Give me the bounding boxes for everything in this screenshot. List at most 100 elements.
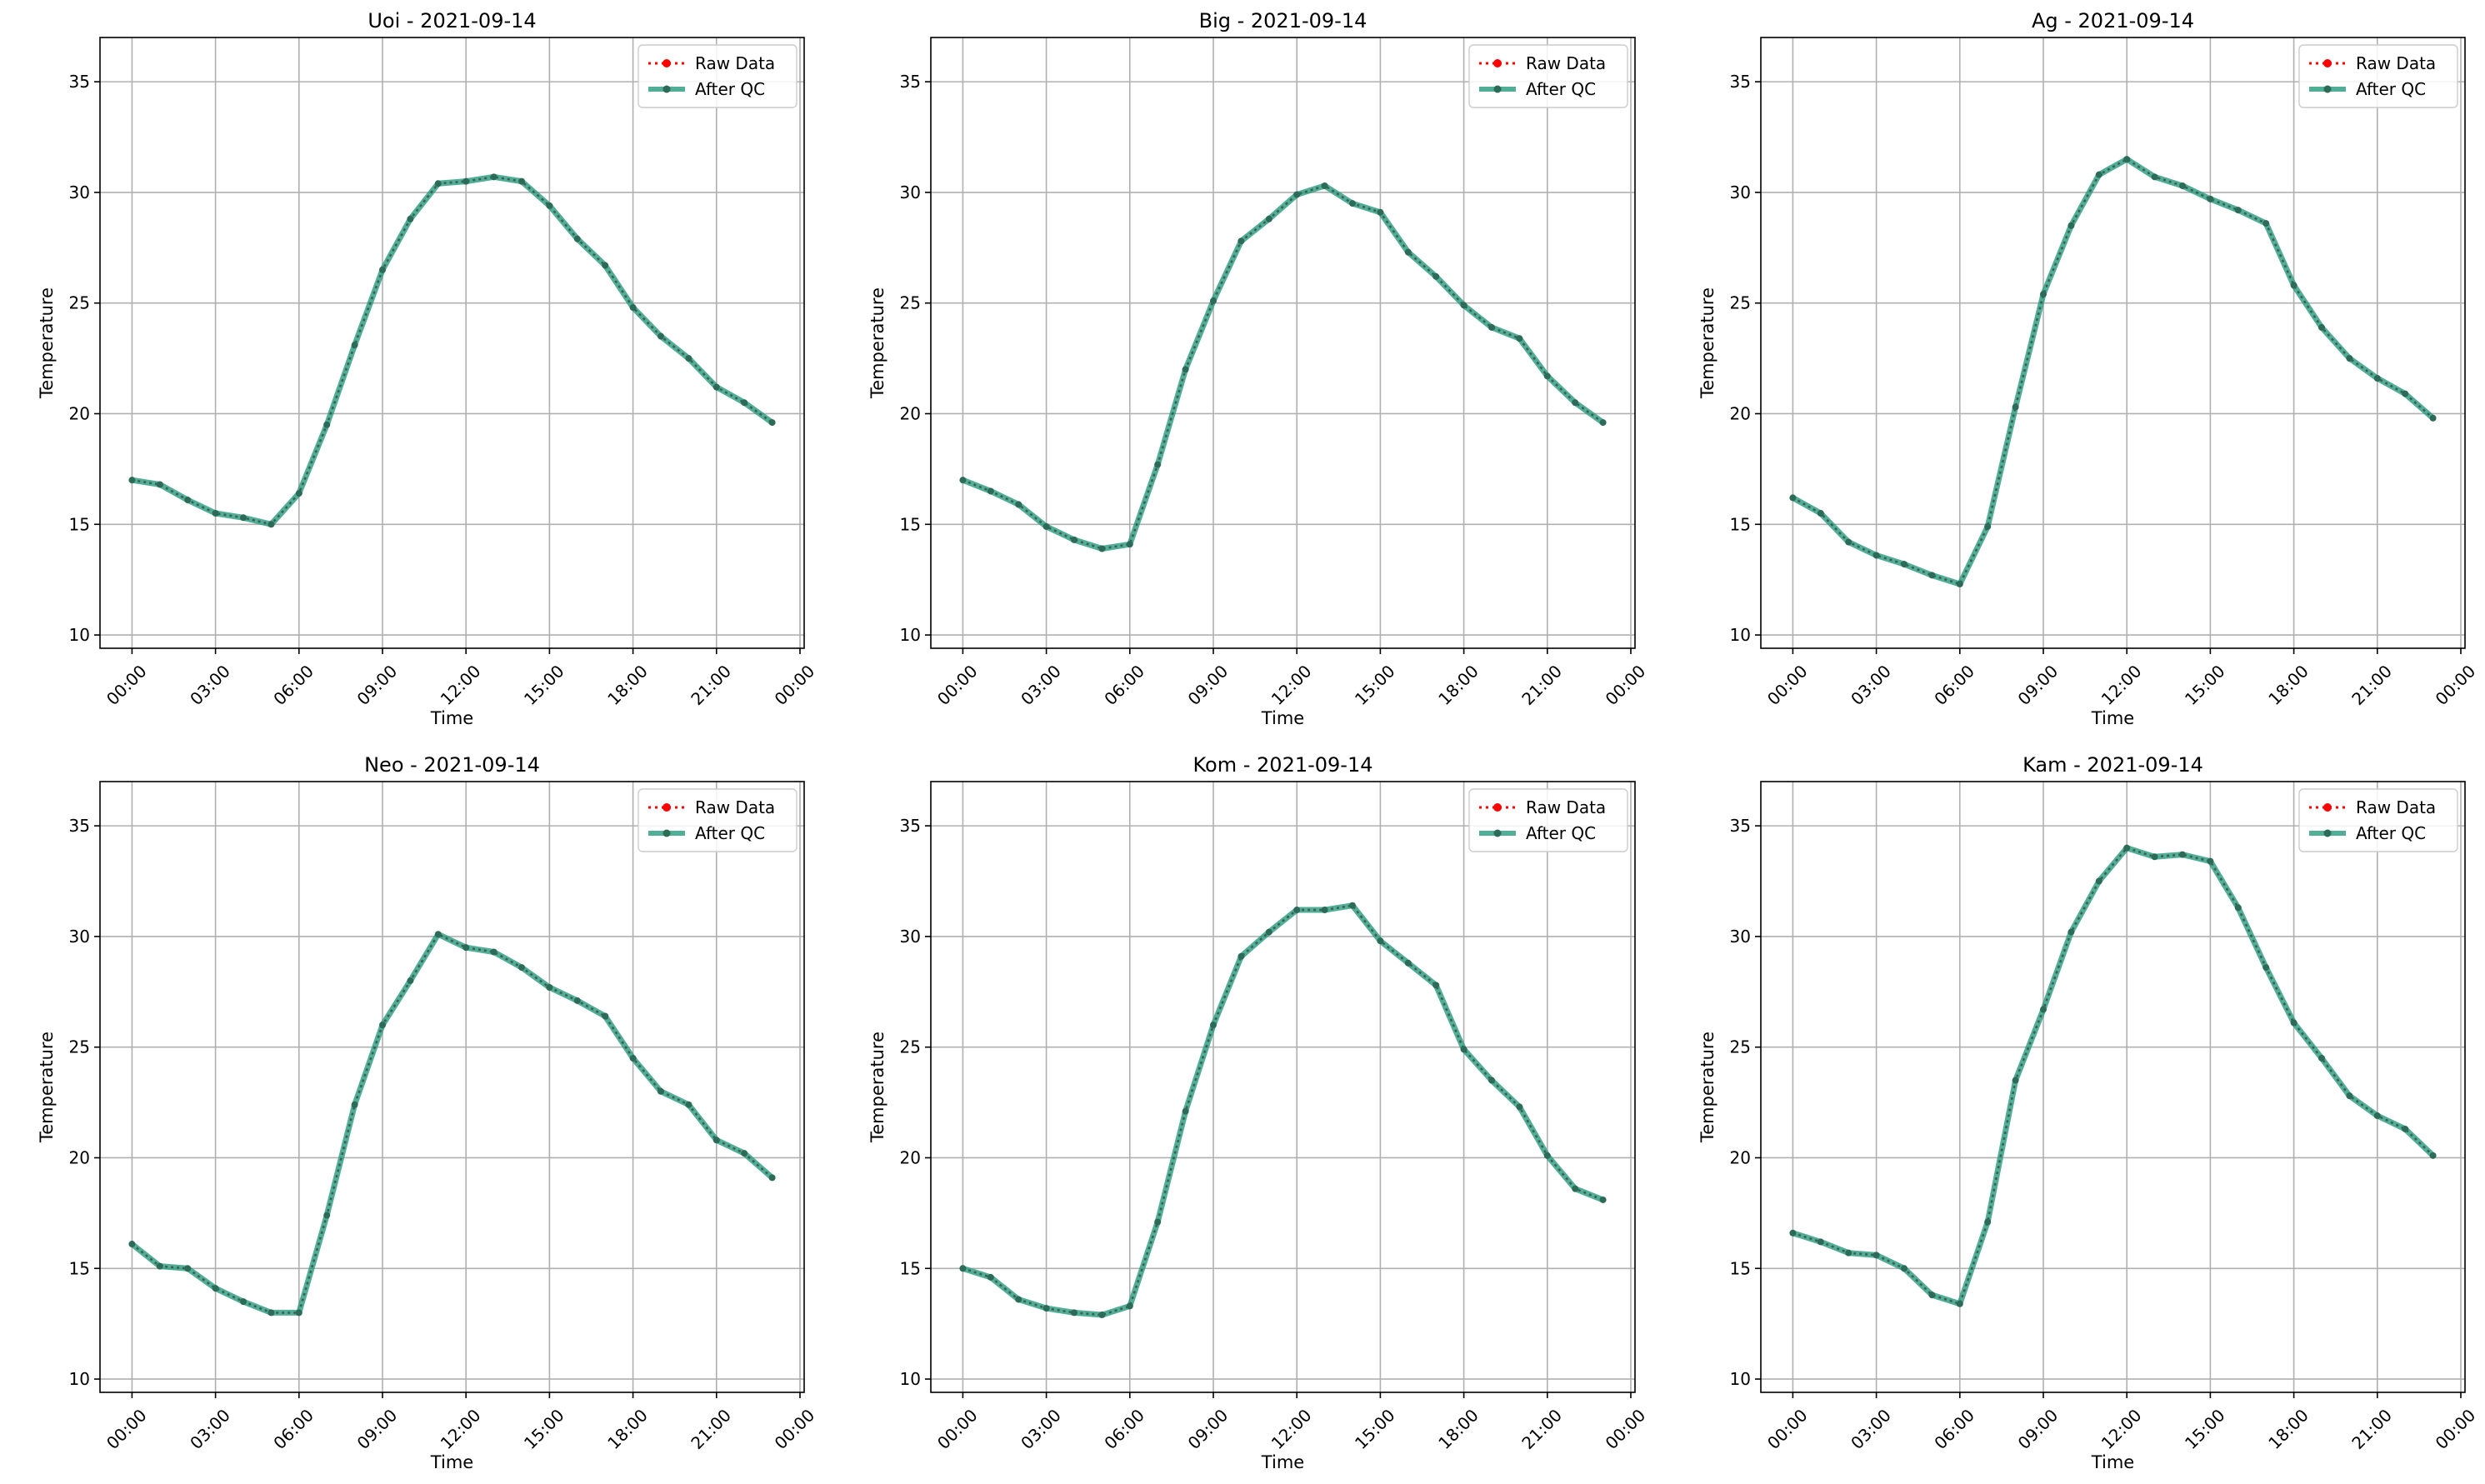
x-tick-label: 03:00 bbox=[186, 1405, 234, 1453]
x-tick-label: 18:00 bbox=[1434, 661, 1482, 709]
data-point bbox=[657, 1087, 664, 1095]
axes-frame bbox=[99, 781, 805, 1393]
legend-label-raw-data: Raw Data bbox=[695, 53, 775, 73]
grid bbox=[100, 782, 804, 1392]
data-point bbox=[2095, 171, 2102, 178]
data-point bbox=[959, 1265, 967, 1272]
data-point bbox=[2373, 374, 2381, 382]
data-point bbox=[1845, 538, 1852, 546]
grid bbox=[1761, 37, 2465, 648]
series-line-after-qc bbox=[1792, 845, 2436, 1307]
x-tick-label: 18:00 bbox=[2264, 661, 2312, 709]
data-point bbox=[1293, 907, 1301, 914]
legend-label-after-qc: After QC bbox=[695, 79, 765, 99]
data-point bbox=[2262, 220, 2270, 227]
data-point bbox=[240, 514, 248, 522]
data-point bbox=[490, 948, 498, 956]
series-line-after-qc bbox=[130, 931, 774, 1316]
x-tick-label: 15:00 bbox=[520, 1405, 568, 1453]
data-point bbox=[959, 477, 967, 484]
x-tick-label: 21:00 bbox=[687, 661, 735, 709]
data-point bbox=[1210, 297, 1218, 305]
legend-box bbox=[2298, 44, 2458, 108]
y-tick-label: 10 bbox=[1730, 625, 1751, 645]
y-tick-label: 15 bbox=[1730, 1258, 1751, 1278]
data-point bbox=[1154, 461, 1162, 468]
x-tick-label: 00:00 bbox=[1602, 1405, 1650, 1453]
data-point bbox=[2012, 1077, 2019, 1084]
chart-title: Kam - 2021-09-14 bbox=[2022, 753, 2203, 777]
x-tick-label: 21:00 bbox=[687, 1405, 735, 1453]
data-point bbox=[1488, 1077, 1495, 1084]
legend-marker-after-qc bbox=[2323, 85, 2332, 93]
series-line-raw-data bbox=[1792, 847, 2434, 1306]
data-point bbox=[434, 931, 442, 938]
data-point bbox=[1817, 509, 1824, 517]
legend-label-raw-data: Raw Data bbox=[695, 797, 775, 817]
axes-frame bbox=[1760, 37, 2466, 649]
series-line-raw-data bbox=[132, 175, 773, 526]
y-tick-label: 30 bbox=[900, 927, 921, 947]
axes-frame bbox=[930, 781, 1636, 1393]
legend-marker-raw-data bbox=[1493, 59, 1502, 67]
y-tick-label: 15 bbox=[69, 514, 90, 534]
x-tick-label: 12:00 bbox=[1268, 661, 1316, 709]
x-tick-label: 09:00 bbox=[1184, 661, 1232, 709]
x-tick-label: 03:00 bbox=[1017, 1405, 1065, 1453]
data-point bbox=[2346, 355, 2353, 362]
data-point bbox=[1377, 937, 1384, 945]
data-point bbox=[1432, 982, 1440, 989]
legend-label-raw-data: Raw Data bbox=[2356, 53, 2436, 73]
y-axis-label: Temperature bbox=[37, 1032, 57, 1143]
data-point bbox=[1293, 191, 1301, 198]
x-tick-label: 00:00 bbox=[1763, 1405, 1812, 1453]
data-point bbox=[2429, 1152, 2437, 1159]
legend-box bbox=[638, 788, 798, 852]
y-tick-label: 30 bbox=[69, 182, 90, 202]
chart-title: Kom - 2021-09-14 bbox=[1193, 753, 1373, 777]
legend-box bbox=[2298, 788, 2458, 852]
data-point bbox=[268, 521, 275, 528]
legend: Raw Data After QC bbox=[2298, 788, 2458, 852]
x-tick-label: 00:00 bbox=[1602, 661, 1650, 709]
y-tick-label: 20 bbox=[69, 1147, 90, 1167]
legend: Raw Data After QC bbox=[638, 44, 798, 108]
x-tick-label: 15:00 bbox=[520, 661, 568, 709]
chart-title: Ag - 2021-09-14 bbox=[2032, 9, 2194, 32]
data-point bbox=[1572, 399, 1579, 407]
data-point bbox=[1182, 366, 1189, 373]
data-point bbox=[2318, 1054, 2325, 1062]
data-point bbox=[2207, 857, 2214, 865]
data-point bbox=[1956, 580, 1963, 587]
legend-marker-after-qc bbox=[1493, 85, 1502, 93]
data-point bbox=[1071, 1309, 1078, 1317]
data-point bbox=[987, 487, 994, 495]
data-point bbox=[323, 1212, 331, 1219]
data-point bbox=[1238, 237, 1245, 245]
data-point bbox=[212, 1285, 219, 1292]
x-tick-label: 03:00 bbox=[1017, 661, 1065, 709]
data-point bbox=[2151, 173, 2158, 181]
x-axis-label: Time bbox=[2091, 1452, 2134, 1472]
legend-box bbox=[1468, 44, 1628, 108]
series-line-raw-data bbox=[131, 932, 773, 1314]
data-point bbox=[156, 1262, 163, 1270]
y-tick-label: 10 bbox=[69, 625, 90, 645]
y-tick-label: 20 bbox=[1730, 1147, 1751, 1167]
data-point bbox=[1872, 552, 1880, 559]
y-tick-label: 35 bbox=[1730, 72, 1751, 92]
data-point bbox=[2373, 1112, 2381, 1120]
legend-label-after-qc: After QC bbox=[1526, 823, 1596, 843]
x-tick-label: 18:00 bbox=[2264, 1405, 2312, 1453]
data-point bbox=[1348, 902, 1356, 909]
series-line-after-qc bbox=[1791, 156, 2435, 587]
data-point bbox=[1265, 928, 1272, 936]
data-point bbox=[1845, 1249, 1852, 1257]
data-point bbox=[1042, 522, 1050, 530]
data-point bbox=[1928, 1292, 1936, 1299]
legend-marker-raw-data bbox=[662, 59, 671, 67]
x-tick-label: 06:00 bbox=[269, 1405, 318, 1453]
plot-area bbox=[959, 902, 1607, 1319]
x-tick-label: 12:00 bbox=[437, 661, 485, 709]
legend: Raw Data After QC bbox=[638, 788, 798, 852]
